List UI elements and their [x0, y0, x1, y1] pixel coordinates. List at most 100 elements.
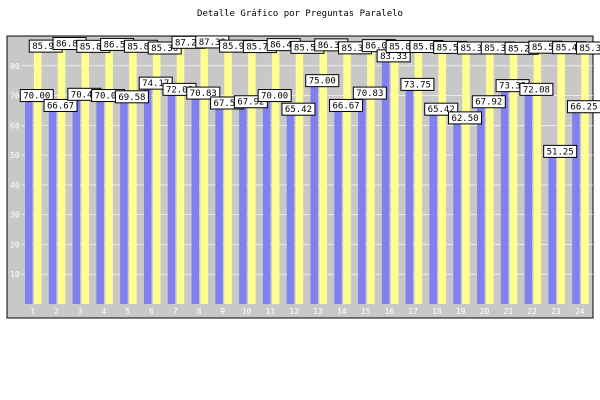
- data-label-text: 70.00: [261, 92, 288, 102]
- data-label-text: 83.33: [380, 52, 407, 62]
- bar-series-1: [477, 101, 485, 305]
- bar-series-1: [215, 103, 223, 304]
- data-label-text: 85.20: [508, 44, 535, 54]
- y-tick-label: 50: [10, 151, 20, 160]
- bar-series-2: [34, 48, 42, 305]
- bar-series-1: [548, 151, 556, 304]
- y-tick-label: 70: [10, 92, 20, 101]
- y-tick-label: 60: [10, 121, 20, 130]
- bar-series-2: [81, 48, 90, 304]
- data-label-series-1: 70.83: [352, 86, 387, 100]
- x-tick-label: 4: [101, 307, 106, 316]
- data-label-text: 85.30: [460, 44, 487, 54]
- bar-series-1: [453, 117, 461, 304]
- data-label-text: 70.83: [190, 89, 217, 99]
- data-label-text: 75.00: [309, 77, 336, 87]
- bar-series-1: [191, 93, 200, 304]
- x-tick-label: 24: [575, 307, 585, 316]
- bar-series-1: [239, 101, 247, 305]
- data-label-text: 66.67: [47, 101, 74, 111]
- bar-series-2: [129, 48, 137, 304]
- bar-series-1: [334, 105, 342, 304]
- bar-series-1: [262, 95, 271, 304]
- data-label-series-1: 66.67: [329, 98, 364, 112]
- data-label-text: 85.30: [151, 44, 178, 54]
- bar-series-1: [143, 83, 152, 305]
- x-tick-label: 12: [289, 307, 299, 316]
- bar-series-2: [319, 46, 327, 304]
- data-label-text: 85.30: [579, 44, 600, 54]
- data-label-series-1: 65.42: [281, 102, 316, 116]
- data-label-text: 85.78: [246, 43, 273, 53]
- x-tick-label: 6: [149, 307, 154, 316]
- data-label-text: 87.21: [175, 38, 202, 48]
- data-label-series-1: 66.25: [566, 100, 600, 114]
- x-tick-label: 11: [266, 307, 276, 316]
- data-label-text: 74.17: [142, 79, 169, 89]
- x-tick-label: 16: [385, 307, 395, 316]
- x-tick-label: 19: [456, 307, 466, 316]
- data-label-text: 86.09: [365, 42, 392, 52]
- bar-series-2: [509, 50, 518, 304]
- data-label-text: 85.50: [437, 43, 464, 53]
- data-label-text: 85.80: [389, 43, 416, 53]
- y-tick-label: 30: [10, 211, 20, 220]
- bar-series-2: [57, 45, 66, 304]
- data-label-series-1: 62.50: [448, 111, 482, 125]
- data-label-series-1: 75.00: [305, 74, 340, 88]
- bar-series-2: [295, 49, 304, 305]
- data-label-series-1: 69.58: [114, 90, 149, 104]
- bar-series-1: [167, 89, 176, 304]
- x-tick-label: 8: [197, 307, 202, 316]
- bar-series-1: [381, 55, 390, 304]
- x-tick-label: 20: [480, 307, 490, 316]
- bar-series-2: [224, 48, 232, 304]
- data-label-series-1: 70.00: [19, 89, 54, 103]
- bar-series-1: [286, 109, 295, 304]
- bar-series-1: [310, 80, 318, 305]
- y-tick-label: 40: [10, 181, 20, 190]
- bar-series-2: [367, 47, 375, 304]
- x-tick-label: 7: [173, 307, 178, 316]
- bar-series-1: [572, 106, 580, 304]
- data-label-text: 69.58: [118, 93, 145, 103]
- bar-series-2: [271, 46, 280, 304]
- x-tick-label: 13: [313, 307, 323, 316]
- data-label-series-1: 70.83: [186, 86, 221, 100]
- data-label-text: 86.50: [104, 40, 131, 50]
- data-label-text: 62.50: [451, 114, 478, 124]
- data-label-text: 85.40: [556, 44, 583, 54]
- data-label-text: 67.92: [475, 98, 502, 108]
- bar-series-1: [429, 109, 437, 304]
- x-tick-label: 18: [432, 307, 442, 316]
- chart-title: Detalle Gráfico por Preguntas Paralelo: [197, 9, 403, 19]
- x-tick-label: 3: [78, 307, 83, 316]
- bar-series-1: [72, 94, 81, 304]
- data-label-text: 66.67: [332, 101, 359, 111]
- bar-series-1: [500, 85, 509, 304]
- y-tick-label: 10: [10, 270, 20, 279]
- data-label-text: 87.33: [199, 38, 226, 48]
- data-label-text: 85.30: [484, 44, 511, 54]
- bar-series-2: [581, 49, 589, 304]
- bar-series-2: [414, 48, 423, 304]
- x-tick-label: 22: [527, 307, 537, 316]
- bar-series-2: [152, 49, 161, 304]
- data-label-text: 70.00: [23, 92, 50, 102]
- bar-series-2: [438, 49, 446, 305]
- data-label-text: 86.43: [270, 41, 297, 51]
- data-label-text: 67.92: [237, 98, 264, 108]
- x-tick-label: 5: [125, 307, 130, 316]
- data-label-text: 72.08: [523, 85, 550, 95]
- x-tick-label: 15: [361, 307, 371, 316]
- data-label-text: 85.52: [294, 43, 321, 53]
- data-label-text: 65.42: [285, 105, 312, 115]
- data-label-text: 67.50: [214, 99, 241, 109]
- bar-series-1: [358, 93, 366, 304]
- data-label-series-2: 85.30: [575, 41, 600, 55]
- data-label-text: 70.00: [95, 92, 122, 102]
- data-label-text: 86.80: [56, 40, 83, 50]
- bar-series-1: [524, 89, 533, 304]
- y-tick-label: 20: [10, 240, 20, 249]
